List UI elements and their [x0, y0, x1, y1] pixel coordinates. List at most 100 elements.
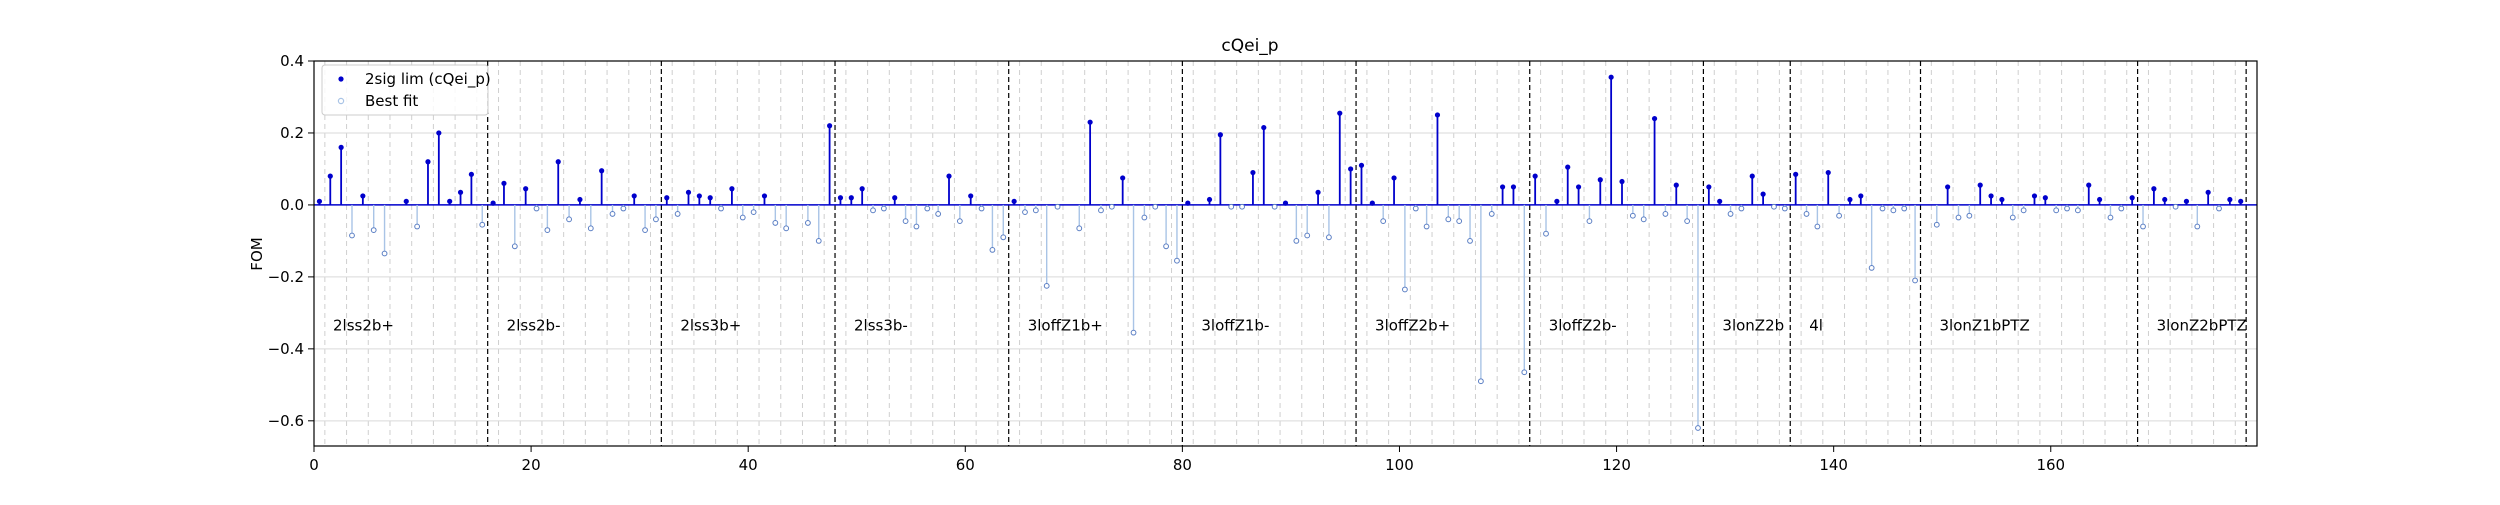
sig-point: [2227, 196, 2233, 203]
fit-point: [1933, 221, 1940, 228]
fit-point: [2053, 207, 2060, 214]
sig-point: [577, 196, 583, 203]
fit-point: [1412, 205, 1419, 212]
plot-frame: [313, 60, 2258, 447]
fit-point: [533, 205, 540, 212]
fit-point: [1781, 205, 1788, 212]
sig-point: [457, 189, 464, 195]
sig-point: [1565, 164, 1571, 170]
sig-point: [707, 195, 713, 201]
fit-point: [739, 214, 746, 221]
sig-point: [968, 193, 974, 199]
sig-point: [859, 186, 865, 192]
fit-point: [1076, 225, 1083, 232]
legend: 2sig lim (cQei_p) Best fit: [321, 64, 491, 116]
sig-point: [1337, 110, 1343, 116]
fit-point: [1836, 212, 1842, 219]
fit-point: [978, 205, 985, 212]
sig-point: [2042, 195, 2048, 201]
fit-point: [1955, 214, 1962, 221]
sig-point: [2086, 182, 2092, 188]
sig-point: [2205, 189, 2211, 195]
fit-point: [924, 205, 931, 212]
sig-point: [1217, 132, 1223, 138]
region-layer: 2lss2b+ 2lss2b- 2lss3b+ 2lss3b- 3loffZ1b+ 3lo…: [333, 61, 2247, 446]
sig-point: [468, 171, 474, 177]
y-tick-label: 0.2: [280, 124, 304, 142]
sig-point: [1977, 182, 1983, 188]
stem-layer: [314, 74, 2257, 431]
legend-fit-marker: [337, 97, 345, 105]
fit-point: [1467, 238, 1473, 244]
sig-point: [2031, 193, 2038, 199]
sig-point: [1619, 178, 1625, 185]
sig-point: [1608, 74, 1614, 80]
sig-point: [1717, 198, 1723, 204]
fit-point: [349, 232, 355, 239]
fit-point: [1684, 218, 1691, 225]
fit-point: [544, 227, 551, 234]
fit-point: [2216, 205, 2222, 212]
fit-point: [870, 207, 876, 214]
fit-point: [1141, 214, 1148, 221]
fit-point: [1163, 243, 1169, 250]
sig-point: [1348, 166, 1354, 172]
fit-point: [1814, 223, 1821, 230]
sig-point: [1185, 200, 1191, 206]
fit-point: [2140, 223, 2146, 230]
fit-point: [935, 211, 942, 217]
sig-point: [327, 173, 333, 179]
region-label: 4l: [1809, 316, 1823, 334]
x-tick-label: 40: [739, 456, 758, 474]
sig-point: [1793, 171, 1799, 177]
sig-point: [2151, 186, 2157, 192]
fit-point: [1879, 205, 1886, 212]
sig-point: [1282, 200, 1289, 206]
fit-point: [1239, 203, 1245, 210]
fit-point: [479, 221, 486, 228]
sig-point: [1847, 196, 1853, 203]
chart-title: cQei_p: [1221, 36, 1278, 56]
sig-point: [1575, 184, 1582, 190]
axis-layer: 0 20 40 60 80 100 120 140 160 −0.6 −0.4 −0.2 0.0 0.2 0…: [268, 52, 2258, 474]
sig-point: [729, 186, 735, 192]
fit-point: [2107, 214, 2114, 221]
y-tick-label: −0.6: [268, 412, 304, 430]
sig-point: [2162, 196, 2168, 203]
sig-point: [827, 123, 833, 129]
fit-point: [2194, 223, 2201, 230]
fit-point: [718, 205, 724, 212]
sig-point: [1749, 173, 1755, 179]
sig-point: [2183, 198, 2190, 204]
sig-point: [436, 130, 442, 136]
fit-point: [989, 247, 996, 253]
region-label: 3loffZ1b+: [1028, 316, 1103, 334]
fit-point: [1108, 203, 1115, 210]
sig-point: [1261, 124, 1267, 131]
sig-point: [338, 144, 344, 150]
region-label: 3loffZ2b-: [1549, 316, 1617, 334]
fit-point: [1727, 211, 1734, 217]
fit-point: [370, 227, 377, 234]
fit-point: [1586, 218, 1593, 225]
sig-point: [1673, 182, 1679, 188]
y-tick-label: 0.4: [280, 52, 304, 70]
sig-point: [1499, 184, 1506, 190]
y-tick-label: −0.4: [268, 340, 304, 358]
sig-point: [1532, 173, 1538, 179]
sig-point: [1011, 198, 1017, 204]
fit-point: [1423, 223, 1430, 230]
fit-point: [2118, 205, 2125, 212]
fit-point: [1771, 203, 1777, 210]
y-axis-label: FOM: [248, 237, 266, 270]
grid-layer: [314, 60, 2257, 446]
region-label: 2lss3b-: [854, 316, 908, 334]
sig-point: [696, 193, 702, 199]
legend-sig-label: 2sig lim (cQei_p): [365, 70, 491, 89]
fit-point: [414, 223, 421, 230]
fit-point: [1000, 234, 1007, 241]
fit-point: [783, 225, 790, 232]
sig-point: [685, 189, 692, 195]
sig-point: [523, 186, 529, 192]
